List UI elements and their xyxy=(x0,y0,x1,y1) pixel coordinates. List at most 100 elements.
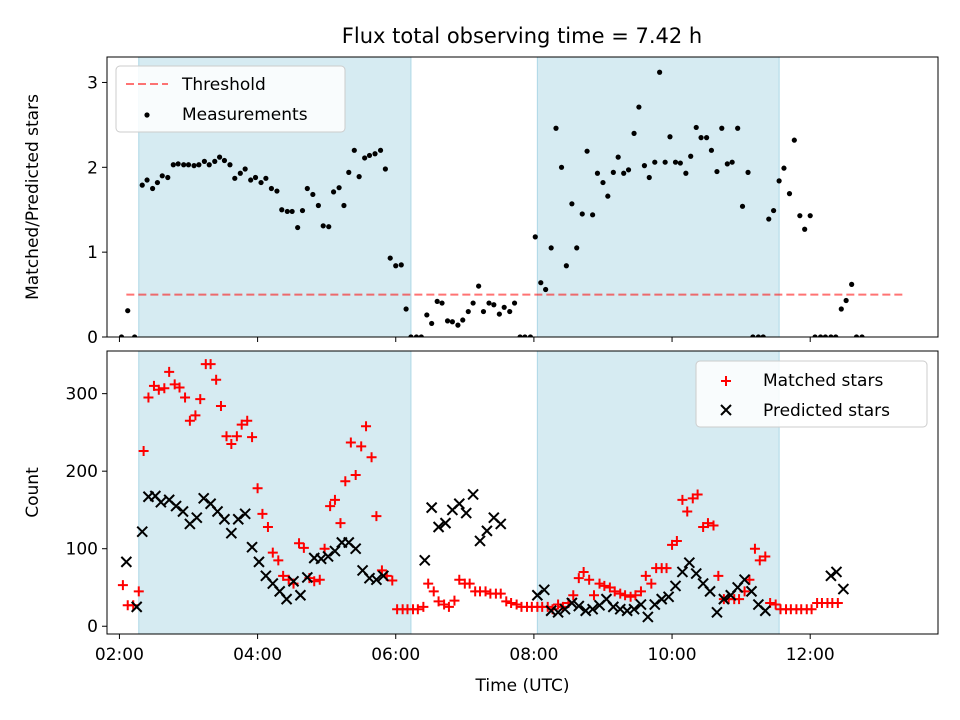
matched-star-marker xyxy=(133,586,144,597)
measurement-point xyxy=(838,306,844,312)
y-tick-label: 1 xyxy=(87,243,98,263)
matched-star-marker xyxy=(329,494,340,505)
matched-star-marker xyxy=(682,506,693,517)
predicted-star-marker xyxy=(287,575,300,587)
predicted-star-marker xyxy=(170,500,182,512)
predicted-star-marker xyxy=(552,606,564,618)
measurement-point xyxy=(132,334,138,337)
measurement-point xyxy=(501,304,507,310)
measurement-point xyxy=(605,193,611,199)
matched-star-marker xyxy=(609,586,620,597)
predicted-star-marker xyxy=(419,554,431,567)
measurement-point xyxy=(766,216,772,222)
matched-star-marker xyxy=(236,419,247,430)
measurement-point xyxy=(242,166,248,172)
measurement-point xyxy=(683,170,689,176)
measurement-point xyxy=(688,153,694,159)
matched-star-marker xyxy=(594,578,605,589)
shaded-interval xyxy=(537,57,780,337)
matched-star-marker xyxy=(749,543,760,554)
measurement-point xyxy=(770,207,777,214)
measurement-point xyxy=(221,157,228,164)
measurement-point xyxy=(413,334,420,337)
matched-star-marker xyxy=(164,366,175,377)
legend-label-predicted: Predicted stars xyxy=(763,401,890,421)
legend-label-matched: Matched stars xyxy=(763,371,883,391)
measurement-point xyxy=(185,162,192,168)
matched-star-marker xyxy=(298,542,309,553)
measurement-point xyxy=(631,130,637,136)
measurement-point xyxy=(304,185,310,192)
matched-star-marker xyxy=(439,599,450,610)
predicted-star-marker xyxy=(566,597,578,609)
measurement-point xyxy=(735,125,741,131)
x-tick-label: 06:00 xyxy=(371,645,420,665)
predicted-star-marker xyxy=(432,521,445,533)
matched-star-marker xyxy=(640,570,651,581)
measurement-point xyxy=(646,174,652,181)
measurement-point xyxy=(538,280,544,286)
predicted-star-marker xyxy=(246,541,258,553)
measurement-point xyxy=(212,158,218,164)
predicted-star-marker xyxy=(425,501,438,514)
matched-star-marker xyxy=(267,547,278,558)
y-tick-label: 3 xyxy=(87,73,98,93)
measurement-point xyxy=(833,334,839,337)
measurement-point xyxy=(625,167,632,173)
axes-frame xyxy=(106,350,939,635)
plot-area xyxy=(118,69,904,337)
predicted-star-marker xyxy=(718,593,730,605)
measurement-point xyxy=(476,283,482,289)
measurement-point xyxy=(724,161,730,167)
measurement-point xyxy=(403,306,409,312)
measurement-point xyxy=(201,158,207,164)
x-tick-label: 02:00 xyxy=(95,645,144,665)
measurement-point xyxy=(326,224,332,230)
measurement-point xyxy=(817,334,824,337)
matched-star-marker xyxy=(832,597,843,608)
predicted-star-marker xyxy=(120,556,133,568)
predicted-star-marker xyxy=(669,580,682,592)
matched-star-marker xyxy=(159,383,170,394)
matched-star-marker xyxy=(252,483,263,494)
matched-star-marker xyxy=(630,590,641,601)
predicted-star-marker xyxy=(676,566,689,578)
matched-star-marker xyxy=(215,401,226,412)
matched-star-marker xyxy=(433,596,444,607)
matched-star-marker xyxy=(635,586,646,597)
measurement-point xyxy=(517,334,523,337)
measurement-point xyxy=(652,159,658,165)
predicted-star-marker xyxy=(745,585,758,598)
predicted-star-marker xyxy=(607,601,620,613)
matched-star-marker xyxy=(443,601,454,612)
shaded-interval xyxy=(138,351,411,634)
legend-label-threshold: Threshold xyxy=(181,75,266,95)
measurement-point xyxy=(258,179,264,186)
measurement-point xyxy=(491,302,497,308)
measurement-point xyxy=(465,308,471,315)
matched-star-marker xyxy=(247,432,258,443)
predicted-star-marker xyxy=(370,574,383,586)
predicted-star-marker xyxy=(573,600,585,612)
measurement-point xyxy=(672,159,679,165)
predicted-star-marker xyxy=(628,603,640,615)
measurement-point xyxy=(563,263,569,269)
measurement-point xyxy=(366,152,373,159)
measurement-point xyxy=(543,286,549,293)
matched-star-marker xyxy=(345,437,356,448)
measurement-point xyxy=(284,208,290,215)
measurement-point xyxy=(677,160,683,166)
measurement-point xyxy=(802,226,808,232)
measurement-point xyxy=(636,104,642,110)
measurement-point xyxy=(548,245,554,251)
measurement-point xyxy=(372,151,378,157)
legend-matched-swatch xyxy=(721,376,731,386)
matched-star-marker xyxy=(599,580,610,591)
measurement-point xyxy=(594,170,601,176)
measurement-point xyxy=(351,147,357,153)
predicted-star-marker xyxy=(642,611,654,623)
matched-star-marker xyxy=(387,575,398,586)
predicted-star-marker xyxy=(155,496,167,508)
measurement-point xyxy=(237,170,243,176)
measurement-point xyxy=(356,174,362,180)
